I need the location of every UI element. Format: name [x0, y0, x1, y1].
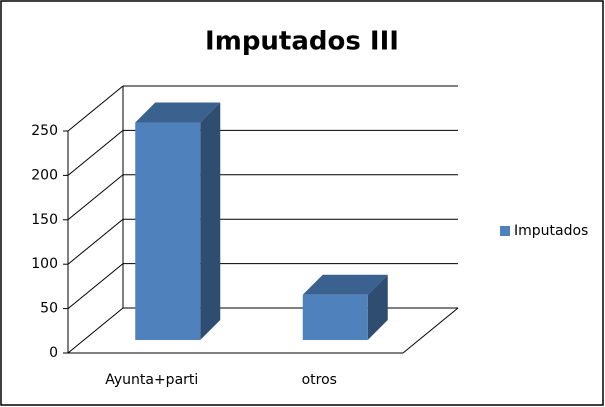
- y-tick-label: 50: [40, 301, 58, 317]
- y-tick-label: 250: [31, 123, 58, 139]
- bar-side: [367, 274, 388, 340]
- bar-top: [135, 102, 221, 123]
- bar-side: [200, 102, 221, 340]
- x-tick-label: otros: [302, 372, 337, 388]
- legend-swatch: [500, 226, 510, 236]
- floor-edge: [402, 307, 459, 354]
- grid-line: [67, 218, 124, 265]
- legend-label: Imputados: [514, 223, 588, 239]
- grid-line: [67, 130, 124, 176]
- grid-line: [67, 263, 124, 309]
- x-tick-label: Ayunta+parti: [105, 372, 198, 388]
- grid-line: [67, 307, 124, 354]
- y-tick-label: 200: [31, 167, 58, 183]
- grid-line: [67, 85, 124, 132]
- y-tick-label: 100: [31, 256, 58, 272]
- bar: [302, 294, 368, 340]
- y-tick-label: 150: [31, 212, 58, 228]
- chart-title: Imputados III: [205, 27, 399, 57]
- y-tick-label: 0: [49, 345, 58, 361]
- grid-line: [67, 174, 124, 221]
- bar: [135, 122, 201, 340]
- bar-top: [302, 274, 388, 295]
